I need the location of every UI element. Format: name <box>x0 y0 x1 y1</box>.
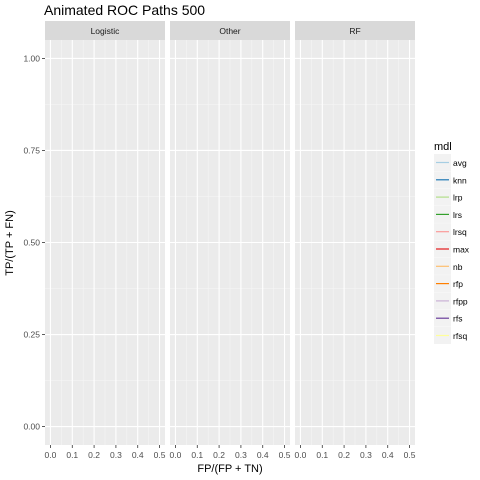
legend-item-max: max <box>434 240 470 258</box>
legend-label: rfsq <box>453 331 467 341</box>
x-tick-label: 0.4 <box>382 450 394 460</box>
y-tick-label: 1.00 <box>23 53 40 63</box>
legend-label: rfs <box>453 314 462 324</box>
y-axis-title: TP/(TP + FN) <box>4 210 16 276</box>
x-tick-label: 0.5 <box>404 450 416 460</box>
x-tick-label: 0.5 <box>279 450 291 460</box>
facet-strip-label: RF <box>349 26 360 36</box>
legend-item-rfsq: rfsq <box>434 327 467 344</box>
x-tick-label: 0.5 <box>154 450 166 460</box>
x-tick-label: 0.1 <box>66 450 78 460</box>
legend-label: avg <box>453 158 467 168</box>
y-tick-label: 0.00 <box>23 422 40 432</box>
x-tick-label: 0.0 <box>170 450 182 460</box>
legend-item-rfp: rfp <box>434 275 463 293</box>
legend-label: max <box>453 245 470 255</box>
facet-panel-logistic: Logistic 0.0 0.1 0.2 0.3 0.4 0.5 <box>45 21 166 460</box>
legend-item-knn: knn <box>434 171 467 189</box>
facet-strip-label: Other <box>219 26 240 36</box>
x-tick-label: 0.3 <box>360 450 372 460</box>
x-tick-label: 0.3 <box>110 450 122 460</box>
legend-label: lrs <box>453 210 462 220</box>
y-axis: 0.00 0.25 0.50 0.75 1.00 <box>23 53 45 432</box>
facet-panels: Logistic 0.0 0.1 0.2 0.3 0.4 0.5 Other 0.0 0.1 0.2… <box>45 21 416 460</box>
legend-label: rfpp <box>453 296 468 306</box>
legend-item-rfpp: rfpp <box>434 292 468 310</box>
chart-title: Animated ROC Paths 500 <box>44 2 205 18</box>
legend-item-lrs: lrs <box>434 205 462 223</box>
legend-label: lrsq <box>453 227 467 237</box>
facet-panel-rf: RF 0.0 0.1 0.2 0.3 0.4 0.5 <box>295 21 416 460</box>
x-tick-label: 0.2 <box>88 450 100 460</box>
legend-item-nb: nb <box>434 257 463 275</box>
x-tick-label: 0.3 <box>235 450 247 460</box>
x-tick-label: 0.4 <box>132 450 144 460</box>
legend: mdl avg knn lrp lrs lrsq max nb rfp rfpp rfs rfsq <box>434 141 470 344</box>
legend-item-lrsq: lrsq <box>434 223 467 241</box>
x-tick-label: 0.1 <box>316 450 328 460</box>
x-tick-label: 0.2 <box>338 450 350 460</box>
legend-item-avg: avg <box>434 154 467 171</box>
y-tick-label: 0.75 <box>23 145 40 155</box>
x-tick-label: 0.4 <box>257 450 269 460</box>
x-tick-label: 0.0 <box>295 450 307 460</box>
facet-strip <box>295 21 415 40</box>
x-tick-label: 0.1 <box>191 450 203 460</box>
x-tick-label: 0.2 <box>213 450 225 460</box>
legend-title: mdl <box>434 141 452 153</box>
legend-label: lrp <box>453 193 463 203</box>
facet-panel-other: Other 0.0 0.1 0.2 0.3 0.4 0.5 <box>170 21 291 460</box>
legend-item-lrp: lrp <box>434 188 463 206</box>
y-tick-label: 0.50 <box>23 238 40 248</box>
legend-label: knn <box>453 175 467 185</box>
facet-strip <box>170 21 290 40</box>
legend-label: nb <box>453 262 463 272</box>
x-axis-title: FP/(FP + TN) <box>197 463 262 475</box>
y-tick-label: 0.25 <box>23 330 40 340</box>
facet-strip-label: Logistic <box>91 26 121 36</box>
facet-strip <box>45 21 165 40</box>
legend-label: rfp <box>453 279 463 289</box>
x-tick-label: 0.0 <box>45 450 57 460</box>
legend-item-rfs: rfs <box>434 309 462 327</box>
